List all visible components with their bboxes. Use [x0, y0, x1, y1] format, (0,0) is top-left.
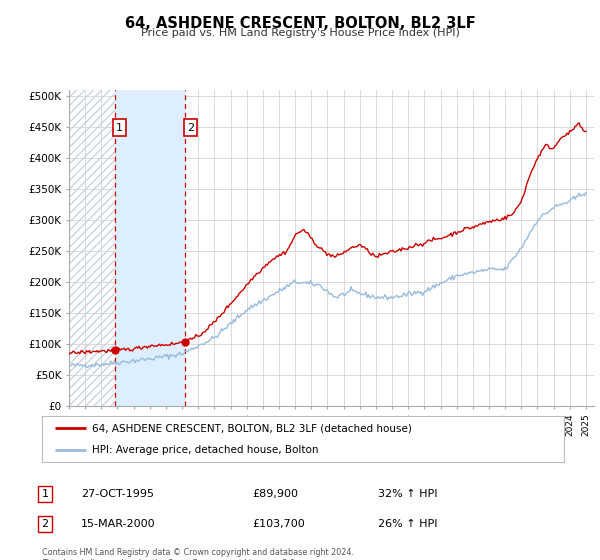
Text: 1: 1 — [41, 489, 49, 499]
Text: 2: 2 — [187, 123, 194, 133]
Text: 15-MAR-2000: 15-MAR-2000 — [81, 519, 155, 529]
Text: 26% ↑ HPI: 26% ↑ HPI — [378, 519, 437, 529]
Text: HPI: Average price, detached house, Bolton: HPI: Average price, detached house, Bolt… — [92, 445, 318, 455]
Text: 1: 1 — [116, 123, 123, 133]
Text: £103,700: £103,700 — [252, 519, 305, 529]
Text: 64, ASHDENE CRESCENT, BOLTON, BL2 3LF: 64, ASHDENE CRESCENT, BOLTON, BL2 3LF — [125, 16, 475, 31]
Bar — [69, 90, 115, 406]
Text: Price paid vs. HM Land Registry's House Price Index (HPI): Price paid vs. HM Land Registry's House … — [140, 28, 460, 38]
Text: 27-OCT-1995: 27-OCT-1995 — [81, 489, 154, 499]
Text: £89,900: £89,900 — [252, 489, 298, 499]
Text: Contains HM Land Registry data © Crown copyright and database right 2024.
This d: Contains HM Land Registry data © Crown c… — [42, 548, 354, 560]
Text: 2: 2 — [41, 519, 49, 529]
Text: 64, ASHDENE CRESCENT, BOLTON, BL2 3LF (detached house): 64, ASHDENE CRESCENT, BOLTON, BL2 3LF (d… — [92, 423, 412, 433]
Bar — [115, 90, 185, 406]
Text: 32% ↑ HPI: 32% ↑ HPI — [378, 489, 437, 499]
